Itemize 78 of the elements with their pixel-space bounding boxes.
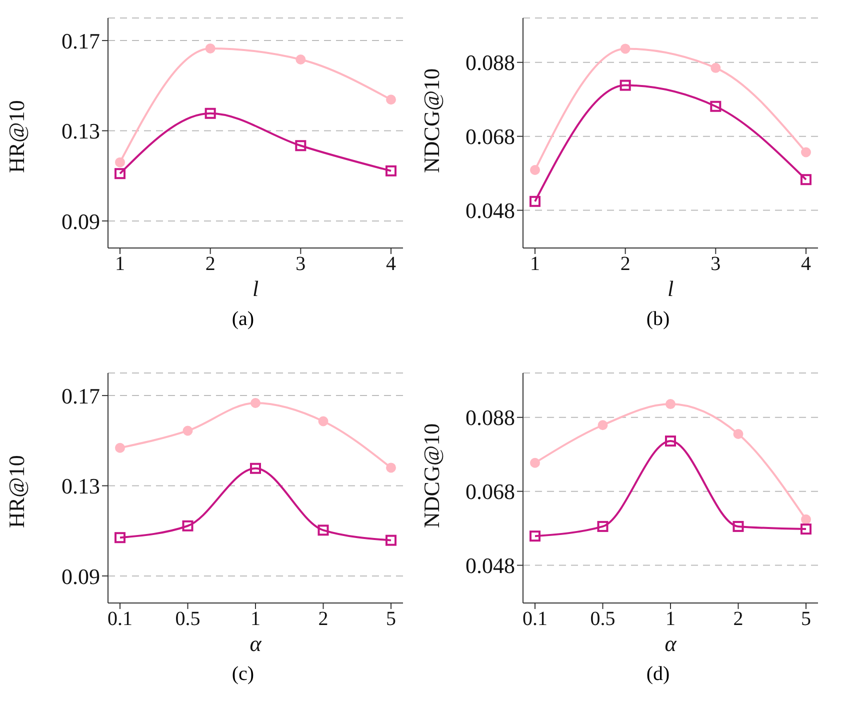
x-tick-label: 5 [801,608,811,630]
x-tick-label: 2 [733,608,744,630]
y-tick-label: 0.13 [62,118,100,144]
point [620,44,630,54]
point [114,168,126,180]
point [205,43,216,54]
point [801,514,811,524]
x-axis-title: l [667,276,674,301]
y-axis-title: NDCG@10 [418,423,444,528]
point [114,532,126,544]
x-tick-label: 2 [318,608,328,630]
point [530,530,540,542]
point [710,100,722,112]
point [318,524,329,536]
y-tick-label: 0.088 [466,405,515,430]
y-tick-label: 0.048 [466,553,515,578]
point [597,520,608,532]
point [732,520,744,532]
point [666,399,676,410]
text: (d) [646,663,670,686]
x-tick-label: 2 [205,253,216,276]
point [598,420,608,430]
x-axis-title: α [250,631,262,656]
y-tick-label: 0.09 [62,208,100,234]
y-tick-label: 0.088 [466,50,515,76]
text: (a) [232,308,254,331]
point [733,429,744,440]
point [710,62,721,73]
y-tick-label: 0.068 [466,124,515,150]
y-tick-label: 0.068 [466,479,515,504]
point [386,94,396,105]
x-tick-label: 2 [620,253,630,276]
y-axis-title: HR@10 [4,100,29,173]
x-tick-label: 1 [250,608,260,630]
x-tick-label: 1 [115,253,125,276]
x-axis-title: α [664,631,677,656]
point [295,140,306,152]
point [296,54,306,64]
x-tick-label: 5 [386,608,396,630]
point [318,416,328,426]
text: (b) [646,308,670,331]
point [665,436,676,447]
y-tick-label: 0.17 [62,383,100,408]
x-tick-label: 0.1 [522,608,548,630]
point [204,108,216,119]
point [182,426,193,436]
point [530,458,540,468]
y-tick-label: 0.09 [62,564,100,589]
point [115,442,125,453]
point [250,398,260,408]
point [386,534,396,546]
point [801,147,811,158]
x-axis-title: l [252,276,259,301]
y-tick-label: 0.13 [62,474,100,499]
x-tick-label: 0.1 [108,608,132,630]
point [386,462,396,473]
y-axis-title: NDCG@10 [418,68,444,173]
x-tick-label: 0.5 [590,608,616,630]
x-tick-label: 4 [801,253,811,276]
point [386,165,396,176]
x-tick-label: 3 [296,253,306,276]
point [620,80,631,91]
x-tick-label: 0.5 [175,608,200,630]
point [182,520,194,532]
y-tick-label: 0.048 [466,198,515,224]
point [530,164,540,175]
point [800,524,812,535]
point [530,196,540,207]
y-tick-label: 0.17 [62,28,100,54]
text: (c) [232,663,254,686]
x-tick-label: 4 [386,253,396,276]
point [800,174,812,186]
x-tick-label: 1 [666,608,676,630]
y-axis-title: HR@10 [4,455,29,528]
point [115,157,125,168]
point [250,462,261,474]
x-tick-label: 3 [710,253,721,276]
x-tick-label: 1 [530,253,540,276]
